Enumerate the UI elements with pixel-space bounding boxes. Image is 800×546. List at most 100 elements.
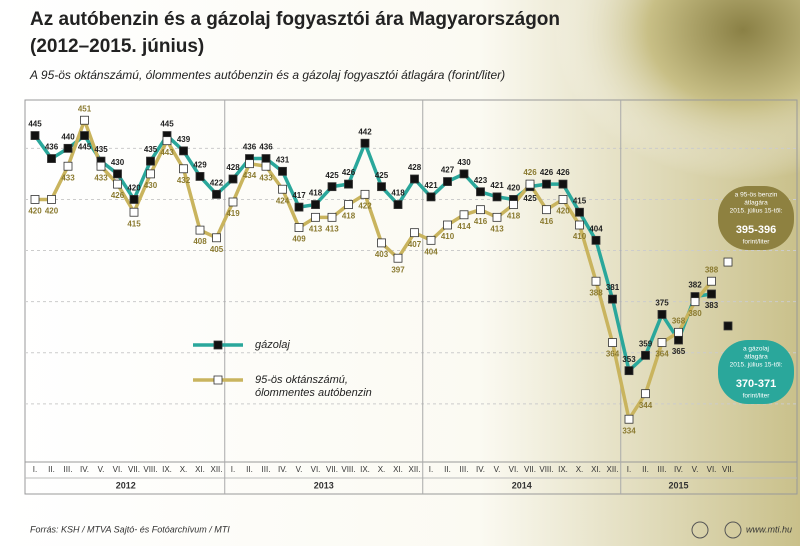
x-tick-label: X. bbox=[576, 465, 584, 474]
data-label: 415 bbox=[127, 219, 141, 228]
data-point bbox=[47, 195, 56, 204]
x-tick-label: I. bbox=[231, 465, 235, 474]
data-label: 404 bbox=[424, 247, 438, 256]
forecast-point bbox=[723, 321, 733, 331]
data-label: 420 bbox=[556, 207, 570, 216]
data-point bbox=[294, 223, 304, 232]
data-point bbox=[608, 294, 617, 304]
data-point bbox=[294, 202, 304, 212]
x-tick-label: XI. bbox=[195, 465, 205, 474]
x-tick-label: XI. bbox=[591, 465, 601, 474]
x-tick-label: III. bbox=[262, 465, 271, 474]
x-tick-label: IV. bbox=[80, 465, 89, 474]
data-point bbox=[311, 200, 320, 209]
forecast-point bbox=[723, 257, 733, 267]
data-label: 381 bbox=[606, 283, 620, 292]
data-label: 403 bbox=[375, 250, 389, 259]
data-label: 431 bbox=[276, 155, 290, 164]
x-tick-label: X. bbox=[180, 465, 188, 474]
data-point bbox=[179, 164, 188, 174]
data-point bbox=[80, 131, 89, 140]
data-label: 382 bbox=[688, 281, 702, 290]
data-point bbox=[212, 233, 221, 243]
data-label: 380 bbox=[688, 309, 702, 318]
data-label: 433 bbox=[61, 173, 75, 182]
data-label: 443 bbox=[160, 148, 174, 157]
x-tick-label: IX. bbox=[558, 465, 568, 474]
data-label: 421 bbox=[424, 181, 438, 190]
year-label: 2013 bbox=[314, 480, 334, 490]
data-label: 422 bbox=[210, 178, 224, 187]
x-tick-label: IX. bbox=[360, 465, 370, 474]
data-point bbox=[245, 159, 254, 169]
data-label: 420 bbox=[507, 184, 521, 193]
data-label: 413 bbox=[490, 224, 504, 233]
data-label: 422 bbox=[358, 201, 372, 210]
legend-marker bbox=[213, 375, 223, 385]
data-point bbox=[129, 195, 139, 204]
data-label: 413 bbox=[309, 224, 323, 233]
data-label: 420 bbox=[28, 207, 42, 216]
data-label: 420 bbox=[45, 207, 59, 216]
data-label: 416 bbox=[474, 217, 488, 226]
data-label: 421 bbox=[490, 181, 504, 190]
data-label: 426 bbox=[556, 168, 570, 177]
data-point bbox=[212, 189, 221, 199]
data-point bbox=[377, 238, 386, 248]
data-point bbox=[492, 192, 502, 202]
data-label: 433 bbox=[259, 173, 273, 182]
x-tick-label: XII. bbox=[408, 465, 420, 474]
data-label: 375 bbox=[655, 299, 669, 308]
chart-subtitle: A 95-ös oktánszámú, ólommentes autóbenzi… bbox=[29, 68, 505, 82]
annotation-unit: forint/liter bbox=[743, 239, 771, 246]
annotation-text: a 95-ös benzin bbox=[735, 192, 778, 199]
data-label: 420 bbox=[127, 184, 141, 193]
source: Forrás: KSH / MTVA Sajtó- és Fotóarchívu… bbox=[30, 524, 230, 534]
x-tick-label: VII. bbox=[128, 465, 140, 474]
annotation-value: 370-371 bbox=[736, 378, 776, 390]
data-point bbox=[674, 335, 683, 345]
x-tick-label: IV. bbox=[674, 465, 683, 474]
annotation-text: 2015. július 15-től: bbox=[730, 362, 783, 369]
data-point bbox=[657, 310, 667, 319]
annotation-text: 2015. július 15-től: bbox=[730, 208, 783, 215]
data-label: 435 bbox=[94, 145, 108, 154]
data-point bbox=[228, 197, 238, 207]
data-point bbox=[410, 174, 419, 184]
x-tick-label: II. bbox=[48, 465, 55, 474]
x-tick-label: II. bbox=[642, 465, 649, 474]
data-point bbox=[624, 414, 634, 424]
data-point bbox=[327, 182, 337, 192]
data-point bbox=[162, 136, 172, 146]
x-tick-label: VI. bbox=[311, 465, 321, 474]
x-tick-label: IX. bbox=[162, 465, 172, 474]
data-point bbox=[261, 154, 271, 163]
annotation-text: átlagára bbox=[744, 200, 768, 207]
data-point bbox=[459, 169, 469, 179]
data-label: 426 bbox=[523, 168, 537, 177]
data-label: 445 bbox=[28, 120, 42, 129]
data-label: 430 bbox=[111, 158, 125, 167]
data-point bbox=[360, 189, 370, 199]
data-point bbox=[476, 187, 485, 197]
x-tick-label: XII. bbox=[606, 465, 618, 474]
data-point bbox=[80, 115, 89, 125]
data-point bbox=[261, 161, 271, 171]
x-tick-label: VII. bbox=[722, 465, 734, 474]
data-point bbox=[146, 169, 155, 179]
data-label: 439 bbox=[177, 135, 191, 144]
data-point bbox=[591, 235, 601, 245]
data-label: 427 bbox=[441, 166, 455, 175]
data-point bbox=[179, 146, 188, 156]
data-point bbox=[278, 184, 287, 194]
data-point bbox=[476, 205, 485, 215]
data-label: 364 bbox=[655, 350, 669, 359]
x-tick-label: I. bbox=[33, 465, 37, 474]
data-label: 436 bbox=[259, 143, 273, 152]
data-label: 426 bbox=[111, 191, 125, 200]
data-label: 435 bbox=[144, 145, 158, 154]
data-point bbox=[674, 327, 683, 337]
logo bbox=[691, 521, 709, 539]
data-label: 424 bbox=[276, 196, 290, 205]
